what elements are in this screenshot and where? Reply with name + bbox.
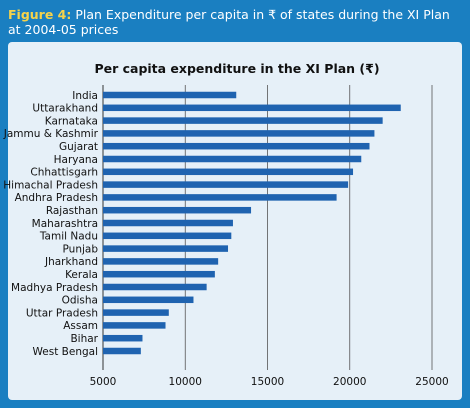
figure-caption-text: Plan Expenditure per capita in ₹ of stat… xyxy=(8,7,450,37)
bar xyxy=(103,206,252,214)
bar xyxy=(103,309,169,316)
bar xyxy=(103,194,337,201)
figure-label: Figure 4: xyxy=(8,7,72,22)
category-label: Jharkhand xyxy=(44,256,98,268)
x-tick-label: 15000 xyxy=(251,376,284,388)
category-label: Uttarakhand xyxy=(32,103,98,115)
x-axis-ticks: 5000 10000 15000 20000 25000 xyxy=(90,376,449,388)
bar xyxy=(103,334,143,342)
bar xyxy=(103,347,141,355)
bar xyxy=(103,117,383,124)
category-label: Assam xyxy=(63,320,98,332)
category-label: Punjab xyxy=(63,243,99,255)
bar xyxy=(103,245,229,252)
category-label: Haryana xyxy=(54,154,98,166)
bar xyxy=(103,142,370,150)
bar xyxy=(103,104,401,112)
category-label: Karnataka xyxy=(45,115,98,127)
figure-caption: Figure 4: Plan Expenditure per capita in… xyxy=(8,7,464,37)
bar xyxy=(103,258,219,265)
category-label: Maharashtra xyxy=(32,218,98,230)
x-tick-label: 5000 xyxy=(90,376,117,388)
category-label: Himachal Pradesh xyxy=(3,179,98,191)
bar-layer xyxy=(103,91,401,355)
x-tick-label: 10000 xyxy=(169,376,202,388)
category-label: Rajasthan xyxy=(46,205,98,217)
category-label: Chhattisgarh xyxy=(30,167,98,179)
bar xyxy=(103,168,354,176)
bar xyxy=(103,181,349,188)
x-tick-label: 20000 xyxy=(333,376,366,388)
category-label: Odisha xyxy=(62,295,98,307)
category-label: West Bengal xyxy=(33,346,99,358)
bar xyxy=(103,130,375,137)
chart-panel xyxy=(8,42,462,400)
category-label: Bihar xyxy=(70,333,98,345)
category-label: Tamil Nadu xyxy=(39,231,98,243)
bar xyxy=(103,155,362,163)
bar xyxy=(103,91,237,99)
category-label: Uttar Pradesh xyxy=(26,307,98,319)
chart-title: Per capita expenditure in the XI Plan (₹… xyxy=(94,61,379,76)
bar xyxy=(103,232,232,240)
category-label: Gujarat xyxy=(59,141,98,153)
bar xyxy=(103,283,207,291)
bar xyxy=(103,322,166,329)
x-tick-label: 25000 xyxy=(415,376,448,388)
category-label: Andhra Pradesh xyxy=(15,192,98,204)
category-label: Kerala xyxy=(65,269,98,281)
bar xyxy=(103,219,233,227)
bar xyxy=(103,296,194,304)
category-label: Jammu & Kashmir xyxy=(3,128,99,140)
category-label: India xyxy=(72,90,98,102)
bar xyxy=(103,270,215,278)
category-label: Madhya Pradesh xyxy=(11,282,98,294)
